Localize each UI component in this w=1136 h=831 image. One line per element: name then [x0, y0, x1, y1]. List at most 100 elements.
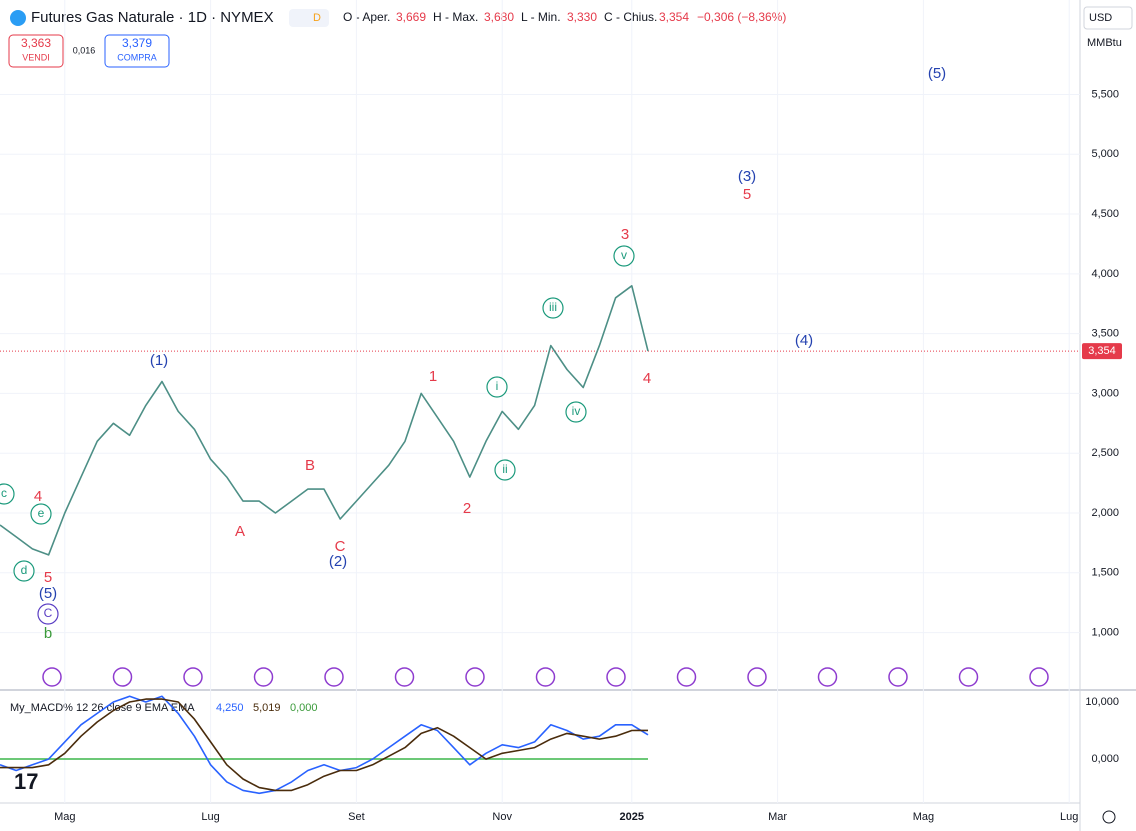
hist-value: 0,000	[290, 702, 318, 714]
spread: 0,016	[73, 45, 96, 55]
sell-price: 3,363	[21, 36, 51, 50]
buy-price: 3,379	[122, 36, 152, 50]
open-label: O - Aper.	[343, 10, 390, 24]
y-tick-label: 1,500	[1091, 567, 1119, 579]
event-icon	[253, 667, 274, 687]
close: 3,354	[659, 10, 689, 24]
change: −0,306 (−8,36%)	[697, 10, 786, 24]
wave-circle	[0, 483, 15, 505]
wave-label: (5)	[928, 65, 946, 82]
price-tag	[1082, 343, 1122, 360]
wave-label: B	[305, 457, 315, 474]
buy-label: COMPRA	[117, 52, 157, 62]
symbol: Futures Gas Naturale · 1D · NYMEX	[31, 9, 274, 26]
wave-label: d	[21, 563, 28, 577]
event-icon	[535, 667, 556, 687]
wave-circle	[37, 603, 59, 625]
x-tick-label: Nov	[492, 811, 512, 823]
event-icon	[183, 667, 203, 687]
wave-circle	[13, 560, 35, 582]
price-tag-label: 3,354	[1088, 345, 1116, 357]
symbol-icon	[10, 10, 26, 26]
macd-value: 4,250	[216, 702, 244, 714]
series-line	[0, 698, 649, 792]
wave-label: ii	[502, 462, 507, 476]
event-icon	[112, 667, 133, 687]
wave-label: 4	[643, 370, 651, 387]
high: 3,680	[484, 10, 514, 24]
wave-circle	[565, 401, 587, 423]
wave-label: b	[44, 625, 52, 642]
wave-circle	[30, 503, 52, 525]
sell-label: VENDI	[22, 52, 50, 62]
x-tick-label: Lug	[1060, 811, 1078, 823]
y-tick-label: 1,000	[1091, 627, 1119, 639]
y-tick-label: 5,000	[1091, 148, 1119, 160]
event-icon	[394, 667, 415, 687]
close-label: C - Chius.	[604, 10, 657, 24]
wave-label: 5	[44, 569, 52, 586]
series-line	[0, 695, 649, 795]
signal-value: 5,019	[253, 702, 281, 714]
event-icon	[42, 667, 62, 687]
logo: 17	[14, 769, 38, 794]
y-tick-label: 4,000	[1091, 268, 1119, 280]
x-tick-label: Mag	[913, 811, 934, 823]
y-tick-label: 3,000	[1091, 387, 1119, 399]
wave-label: C	[335, 538, 346, 555]
x-tick-label: Lug	[201, 811, 219, 823]
wave-label: 5	[743, 186, 751, 203]
event-icon	[817, 667, 838, 687]
wave-circle	[613, 245, 635, 267]
x-tick-label: Mag	[54, 811, 75, 823]
y-tick-label: 10,000	[1085, 696, 1119, 708]
y-tick-label: 4,500	[1091, 208, 1119, 220]
indicator-name: My_MACD% 12 26 close 9 EMA EMA	[10, 702, 195, 714]
event-icon	[747, 667, 767, 687]
x-tick-label: Mar	[768, 811, 787, 823]
y-tick-label: 2,500	[1091, 447, 1119, 459]
event-icon	[958, 667, 979, 687]
wave-label: c	[1, 486, 7, 500]
wave-label: (4)	[795, 332, 813, 349]
wave-circle	[542, 297, 564, 319]
y-tick-label: 3,500	[1091, 328, 1119, 340]
currency: USD	[1089, 12, 1112, 24]
x-tick-label: Set	[348, 811, 365, 823]
wave-label: 4	[34, 488, 42, 505]
series-line	[0, 285, 649, 556]
sell-button[interactable]	[8, 34, 64, 68]
wave-label: 2	[463, 500, 471, 517]
wave-label: (3)	[738, 168, 756, 185]
wave-label: A	[235, 523, 245, 540]
wave-label: i	[496, 379, 499, 393]
open: 3,669	[396, 10, 426, 24]
x-tick-label: 2025	[620, 811, 644, 823]
y-tick-label: 0,000	[1091, 753, 1119, 765]
settings-icon[interactable]	[1102, 810, 1116, 824]
wave-circle	[494, 459, 516, 481]
wave-label: (1)	[150, 352, 168, 369]
event-icon	[324, 667, 344, 687]
wave-label: 1	[429, 368, 437, 385]
low-label: L - Min.	[521, 10, 561, 24]
flag: D	[313, 12, 321, 24]
y-tick-label: 5,500	[1091, 88, 1119, 100]
buy-button[interactable]	[104, 34, 170, 68]
wave-label: (5)	[39, 585, 57, 602]
y-tick-label: 2,000	[1091, 507, 1119, 519]
low: 3,330	[567, 10, 597, 24]
event-icon	[676, 667, 697, 687]
wave-label: iv	[572, 404, 581, 418]
wave-label: iii	[549, 300, 557, 314]
unit[interactable]: MMBtu	[1087, 37, 1122, 49]
wave-label: C	[44, 606, 53, 620]
wave-label: (2)	[329, 553, 347, 570]
wave-circle	[486, 376, 508, 398]
wave-label: 3	[621, 226, 629, 243]
high-label: H - Max.	[433, 10, 478, 24]
flag-box	[289, 9, 329, 27]
wave-label: e	[38, 506, 45, 520]
currency-box[interactable]	[1083, 6, 1133, 30]
